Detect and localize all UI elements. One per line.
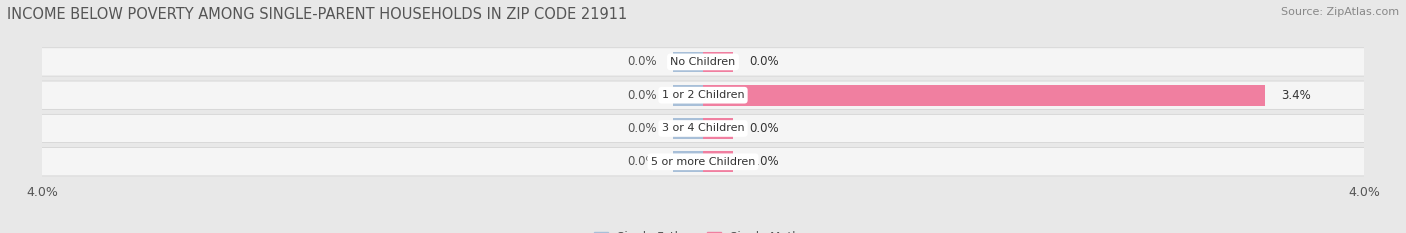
Text: 0.0%: 0.0%	[749, 122, 779, 135]
Bar	[673, 85, 703, 106]
Text: 0.0%: 0.0%	[627, 155, 657, 168]
Text: 1 or 2 Children: 1 or 2 Children	[662, 90, 744, 100]
Text: 0.0%: 0.0%	[749, 155, 779, 168]
Bar	[703, 118, 733, 139]
Text: 3 or 4 Children: 3 or 4 Children	[662, 123, 744, 134]
Bar	[673, 151, 703, 172]
Text: 0.0%: 0.0%	[627, 55, 657, 69]
Legend: Single Father, Single Mother: Single Father, Single Mother	[589, 226, 817, 233]
Bar	[673, 51, 703, 72]
Bar	[673, 118, 703, 139]
Bar	[703, 51, 733, 72]
Bar	[703, 151, 733, 172]
FancyBboxPatch shape	[34, 48, 1372, 76]
Text: 5 or more Children: 5 or more Children	[651, 157, 755, 167]
Text: 0.0%: 0.0%	[749, 55, 779, 69]
Text: No Children: No Children	[671, 57, 735, 67]
Bar	[703, 85, 1264, 106]
Text: INCOME BELOW POVERTY AMONG SINGLE-PARENT HOUSEHOLDS IN ZIP CODE 21911: INCOME BELOW POVERTY AMONG SINGLE-PARENT…	[7, 7, 627, 22]
Text: 0.0%: 0.0%	[627, 89, 657, 102]
Text: Source: ZipAtlas.com: Source: ZipAtlas.com	[1281, 7, 1399, 17]
Text: 0.0%: 0.0%	[627, 122, 657, 135]
FancyBboxPatch shape	[34, 148, 1372, 176]
FancyBboxPatch shape	[34, 114, 1372, 143]
Text: 3.4%: 3.4%	[1281, 89, 1310, 102]
FancyBboxPatch shape	[34, 81, 1372, 109]
